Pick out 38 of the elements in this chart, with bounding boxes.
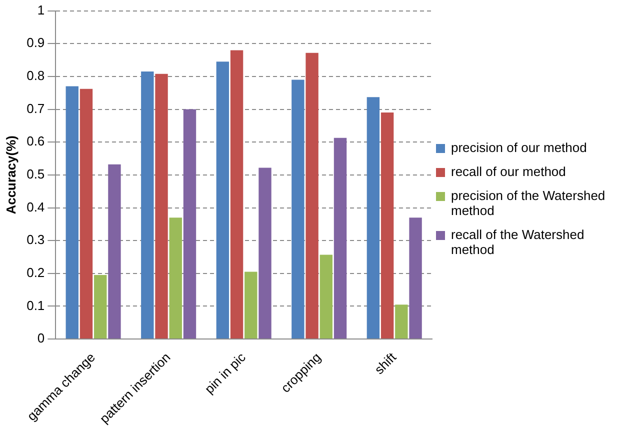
bar [334,138,347,339]
y-tick-label: 0.4 [26,199,45,214]
y-tick-label: 0 [37,330,45,346]
bar [306,52,318,339]
bar [230,50,244,339]
bar [409,218,422,339]
bar [216,62,230,339]
y-tick-label: 0.8 [26,68,45,84]
bar [244,272,258,339]
y-tick-label: 1 [37,2,45,18]
y-axis-title: Accuracy(%) [3,136,18,214]
y-tick-label: 0.3 [26,232,45,248]
legend-label: precision of the Watershed method [451,188,606,218]
y-tick-label: 0.5 [26,166,45,182]
bar [320,254,333,339]
bar [108,164,121,339]
bar [258,168,272,339]
legend-label: recall of our method [451,164,566,179]
bar [66,86,78,339]
bar [292,80,304,339]
bar [169,218,182,339]
y-tick-label: 0.9 [26,35,45,50]
bar [141,72,154,339]
x-tick-label: shift [372,349,400,378]
bar [395,304,408,339]
legend-label: recall of the Watershed method [451,227,586,257]
bar [366,97,380,339]
bar [155,74,168,339]
legend-label: precision of our method [451,140,587,155]
x-tick-label: pin in pic [202,349,249,396]
bar [183,109,196,339]
bar [94,275,107,339]
bar [80,88,93,339]
y-tick-label: 0.6 [26,134,45,149]
bar [380,112,394,339]
y-tick-label: 0.1 [26,298,45,313]
y-tick-label: 0.2 [26,264,45,280]
y-tick-label: 0.7 [26,100,45,116]
